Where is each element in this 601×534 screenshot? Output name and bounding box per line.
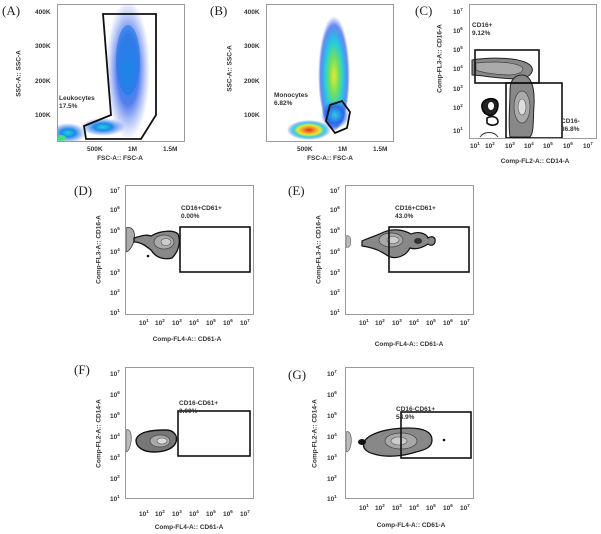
y-tick: 200K <box>244 78 260 85</box>
plot-area-b <box>266 4 394 142</box>
panel-label-b: (B) <box>210 3 228 18</box>
plot-area-c <box>469 4 597 139</box>
panel-label-d: (D) <box>74 183 93 198</box>
x-tick: 1.5M <box>373 146 388 153</box>
gate-label-leukocytes: Leukocytes 17.5% <box>59 95 95 110</box>
y-tick: 200K <box>35 78 51 85</box>
x-axis-label-g: Comp-FL4-A:: CD61-A <box>376 522 446 529</box>
contour-plot-f <box>126 410 251 457</box>
x-axis-label-a: FSC-A:: FSC-A <box>97 155 143 162</box>
x-tick: 500K <box>87 146 103 153</box>
plot-area-e <box>345 185 474 315</box>
y-axis-label-c: Comp-FL3-A:: CD16-A <box>436 24 444 93</box>
gate-label-f: CD16-CD61+ 0.00% <box>179 400 219 415</box>
contour-plot-e <box>346 226 470 273</box>
x-tick: 1M <box>128 146 138 153</box>
y-tick: 400K <box>244 9 260 16</box>
y-tick: 300K <box>35 43 51 50</box>
y-axis-label-a: SSC-A:: SSC-A <box>15 50 23 97</box>
x-axis-label-e: Comp-FL4-A:: CD61-A <box>374 341 444 348</box>
plot-area-g <box>345 367 474 499</box>
panel-label-g: (G) <box>288 367 307 382</box>
gate-label-d: CD16+CD61+ 0.00% <box>181 205 222 220</box>
x-axis-label-c: Comp-FL2-A:: CD14-A <box>500 158 570 165</box>
density-plot-b <box>287 10 351 140</box>
panel-label-c: (C) <box>415 3 433 18</box>
density-plot-a <box>58 5 157 141</box>
x-axis-label-d: Comp-FL4-A:: CD61-A <box>152 336 222 343</box>
gate-label-e: CD16+CD61+ 43.0% <box>395 205 436 220</box>
panel-label-e: (E) <box>288 183 305 198</box>
x-tick: 1.5M <box>163 146 178 153</box>
gate-label-monocytes: Monocytes 6.82% <box>274 92 308 107</box>
plot-area-d <box>125 185 254 315</box>
x-tick: 1M <box>338 146 348 153</box>
y-axis-label-b: SSC-A:: SSC-A <box>226 45 234 92</box>
contour-plot-c <box>471 49 563 138</box>
contour-plot-g <box>346 411 472 459</box>
plot-area-f <box>125 367 254 499</box>
x-axis-label-f: Comp-FL4-A:: CD61-A <box>154 524 224 531</box>
y-tick: 100K <box>35 112 51 119</box>
y-tick: 400K <box>35 9 51 16</box>
y-axis-label-d: Comp-FL3-A:: CD16-A <box>95 215 103 284</box>
x-axis-label-b: FSC-A:: FSC-A <box>307 155 353 162</box>
y-axis-label-g: Comp-FL2-A:: CD14-A <box>311 399 319 468</box>
x-tick: 500K <box>297 146 313 153</box>
y-axis-label-e: Comp-FL3-A:: CD16-A <box>315 215 323 284</box>
y-tick: 300K <box>244 43 260 50</box>
contour-plot-d <box>126 226 251 273</box>
gate-label-cd16neg: CD16- 86.8% <box>561 118 580 133</box>
y-tick: 100K <box>244 112 260 119</box>
gate-label-g: CD16-CD61+ 54.9% <box>396 406 436 421</box>
panel-label-a: (A) <box>2 3 21 18</box>
y-axis-label-f: Comp-FL2-A:: CD14-A <box>95 399 103 468</box>
gate-label-cd16pos: CD16+ 9.12% <box>472 22 493 37</box>
plot-area-a <box>57 4 185 142</box>
panel-label-f: (F) <box>74 362 90 377</box>
